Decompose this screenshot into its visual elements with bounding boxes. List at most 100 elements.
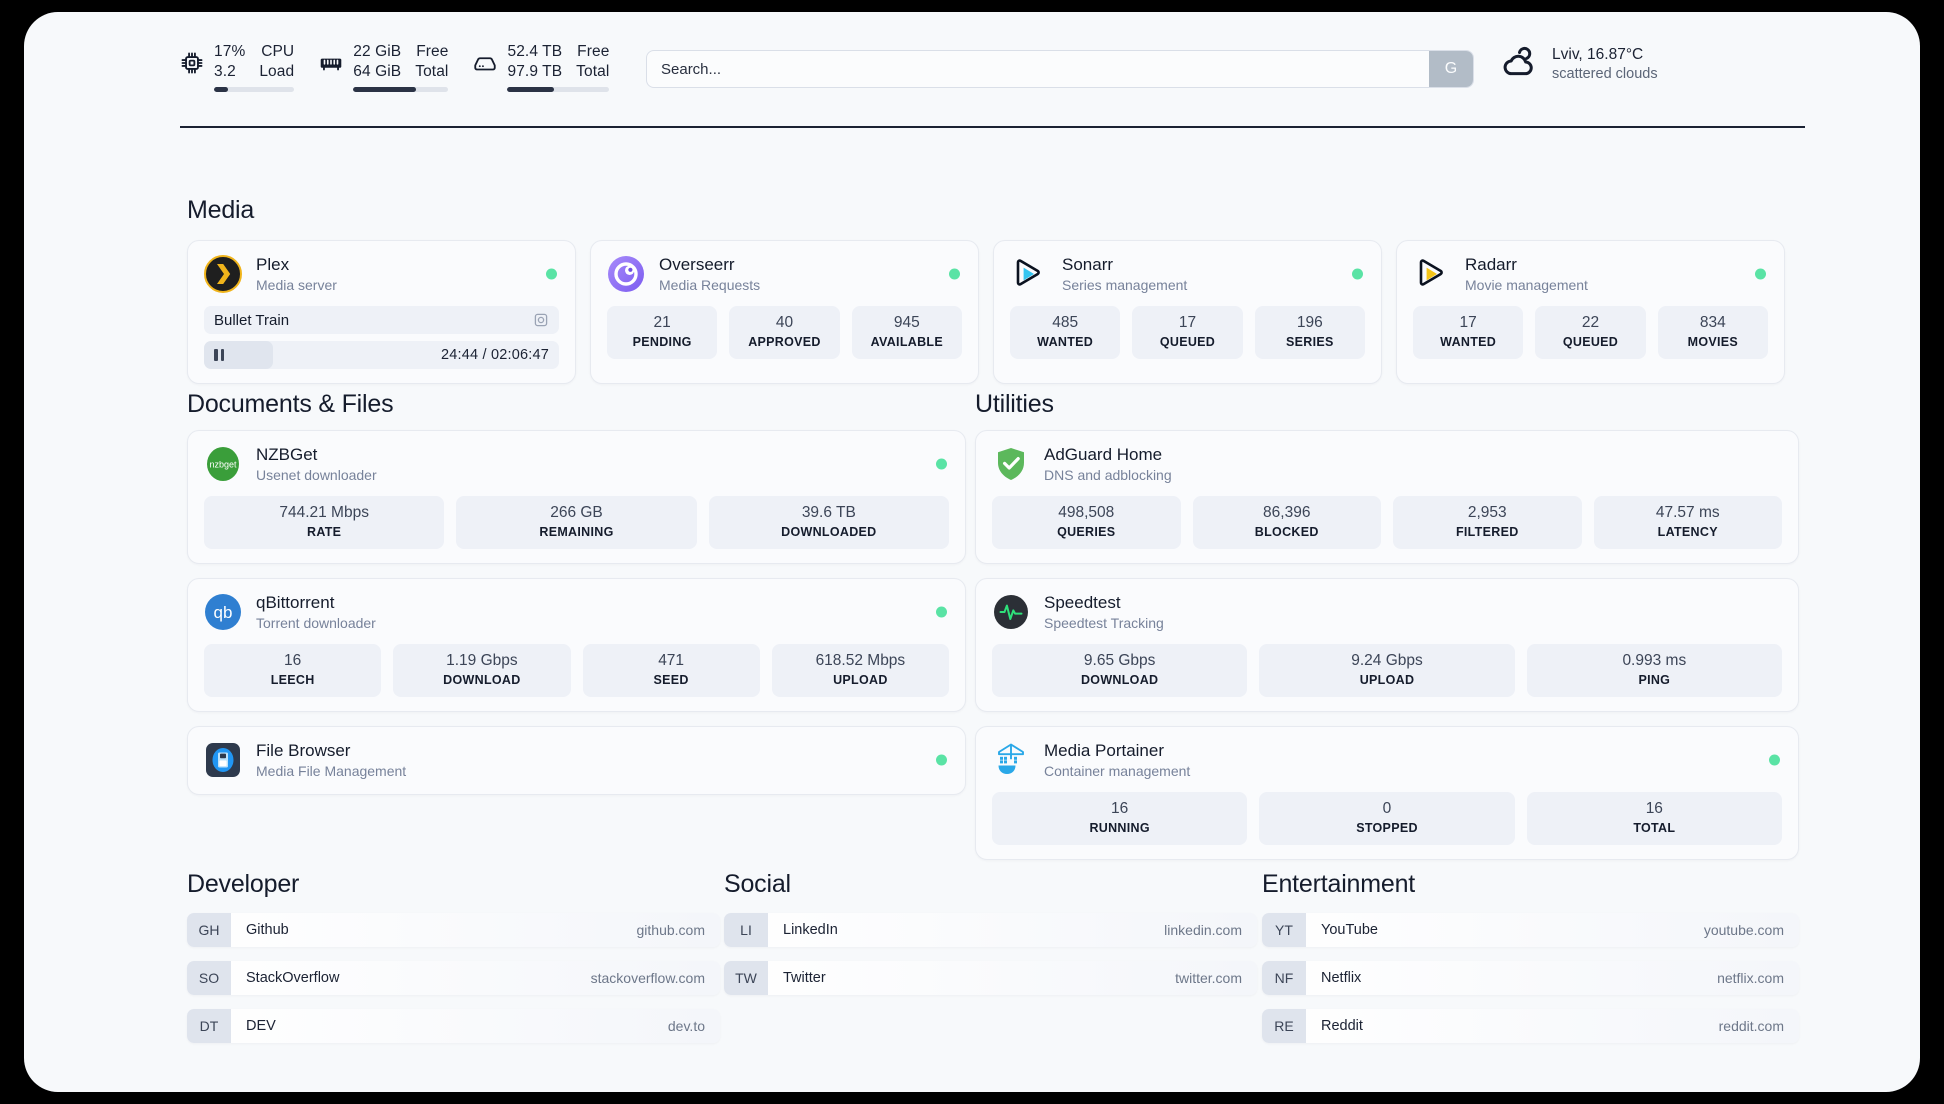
- status-badge: [1769, 754, 1780, 766]
- list-item[interactable]: NF Netflix netflix.com: [1262, 961, 1799, 995]
- bookmark-abbr: NF: [1262, 961, 1306, 995]
- utilities-column: AdGuard Home DNS and adblocking 498,508 …: [975, 430, 1799, 860]
- top-bar: 17% 3.2 CPU Load: [159, 30, 1799, 104]
- sonarr-icon: [1010, 255, 1048, 293]
- cpu-load-value: 3.2: [214, 63, 236, 80]
- memory-total-label: Total: [415, 63, 449, 80]
- bookmark-abbr: YT: [1262, 913, 1306, 947]
- stat-tile: 0 STOPPED: [1259, 792, 1515, 845]
- stat-value: 39.6 TB: [801, 504, 856, 521]
- radarr-icon: [1413, 255, 1451, 293]
- disk-total-label: Total: [576, 63, 610, 80]
- list-item[interactable]: LI LinkedIn linkedin.com: [724, 913, 1257, 947]
- stat-tiles: 485 WANTED 17 QUEUED 196 SERIES: [1010, 306, 1365, 359]
- stat-label: STOPPED: [1356, 821, 1418, 835]
- bookmark-url: youtube.com: [1703, 922, 1784, 938]
- stat-value: 834: [1699, 314, 1726, 331]
- service-subtitle: Series management: [1062, 277, 1188, 293]
- pause-icon[interactable]: [214, 349, 224, 361]
- plex-media-title: Bullet Train: [214, 311, 290, 329]
- cast-icon[interactable]: [533, 312, 549, 328]
- stat-tile: 16 TOTAL: [1526, 792, 1782, 845]
- stat-value: 22: [1581, 314, 1600, 331]
- stat-tile: 196 SERIES: [1254, 306, 1365, 359]
- service-card-qbittorrent[interactable]: qb qBittorrent Torrent downloader 16 LEE…: [187, 578, 966, 712]
- weather-description: scattered clouds: [1552, 66, 1658, 82]
- search-input[interactable]: [647, 51, 1429, 87]
- bookmark-abbr: TW: [724, 961, 768, 995]
- search-bar[interactable]: G: [646, 50, 1474, 88]
- stat-label: PING: [1638, 673, 1671, 687]
- list-item[interactable]: TW Twitter twitter.com: [724, 961, 1257, 995]
- stat-tiles: 17 WANTED 22 QUEUED 834 MOVIES: [1413, 306, 1768, 359]
- list-item[interactable]: SO StackOverflow stackoverflow.com: [187, 961, 720, 995]
- section-title-documents: Documents & Files: [187, 390, 394, 418]
- stat-label: QUERIES: [1057, 525, 1116, 539]
- service-card-plex[interactable]: Plex Media server Bullet Train 24:44 / 0…: [187, 240, 576, 384]
- service-card-nzbget[interactable]: nzbget NZBGet Usenet downloader 744.21 M…: [187, 430, 966, 564]
- memory-free-label: Free: [416, 43, 449, 60]
- status-badge: [936, 754, 947, 766]
- stat-label: LEECH: [270, 673, 315, 687]
- disk-free-label: Free: [577, 43, 610, 60]
- stat-memory: 22 GiB 64 GiB Free Total: [318, 42, 449, 92]
- service-card-sonarr[interactable]: Sonarr Series management 485 WANTED 17 Q…: [993, 240, 1382, 384]
- cloud-icon: [1499, 44, 1539, 84]
- plex-now-playing[interactable]: Bullet Train: [204, 306, 559, 334]
- cpu-usage-label: CPU: [261, 43, 295, 60]
- bookmark-url: github.com: [636, 922, 705, 938]
- service-card-overseerr[interactable]: Overseerr Media Requests 21 PENDING 40 A…: [590, 240, 979, 384]
- list-item[interactable]: GH Github github.com: [187, 913, 720, 947]
- card-header: File Browser Media File Management: [204, 740, 949, 780]
- bookmark-group-title: Entertainment: [1262, 870, 1416, 898]
- card-header: Overseerr Media Requests: [607, 254, 962, 294]
- stat-tile: 16 LEECH: [204, 644, 382, 697]
- service-card-filebrowser[interactable]: File Browser Media File Management: [187, 726, 966, 795]
- service-name: NZBGet: [256, 445, 318, 464]
- service-card-speedtest[interactable]: Speedtest Speedtest Tracking 9.65 Gbps D…: [975, 578, 1799, 712]
- stat-value: 2,953: [1467, 504, 1507, 521]
- stat-tiles: 16 RUNNING 0 STOPPED 16 TOTAL: [992, 792, 1782, 845]
- stat-tile: 9.24 Gbps UPLOAD: [1259, 644, 1515, 697]
- svg-text:nzbget: nzbget: [209, 460, 237, 470]
- bookmark-name: Twitter: [783, 970, 826, 986]
- stat-tile: 16 RUNNING: [992, 792, 1248, 845]
- plex-progress-bar[interactable]: 24:44 / 02:06:47: [204, 341, 559, 369]
- stat-tile: 945 AVAILABLE: [851, 306, 962, 359]
- stat-label: AVAILABLE: [870, 335, 943, 349]
- section-title-media: Media: [187, 196, 255, 224]
- stat-label: DOWNLOAD: [443, 673, 521, 687]
- list-item[interactable]: YT YouTube youtube.com: [1262, 913, 1799, 947]
- status-badge: [936, 458, 947, 470]
- service-card-portainer[interactable]: Media Portainer Container management 16 …: [975, 726, 1799, 860]
- google-icon[interactable]: G: [1429, 51, 1473, 87]
- stat-value: 17: [1178, 314, 1197, 331]
- weather-widget: Lviv, 16.87°C scattered clouds: [1499, 44, 1658, 84]
- stat-label: WANTED: [1037, 335, 1094, 349]
- memory-total-value: 64 GiB: [353, 63, 402, 80]
- list-item[interactable]: DT DEV dev.to: [187, 1009, 720, 1043]
- header-divider: [180, 126, 1805, 128]
- bookmark-url: reddit.com: [1718, 1018, 1784, 1034]
- stat-label: RUNNING: [1089, 821, 1150, 835]
- service-name: Sonarr: [1062, 255, 1114, 274]
- card-header: Radarr Movie management: [1413, 254, 1768, 294]
- list-item[interactable]: RE Reddit reddit.com: [1262, 1009, 1799, 1043]
- stat-tile: 17 QUEUED: [1132, 306, 1243, 359]
- service-name: Plex: [256, 255, 290, 274]
- disk-usage-bar: [507, 87, 610, 92]
- bookmark-abbr: SO: [187, 961, 231, 995]
- stat-label: FILTERED: [1455, 525, 1519, 539]
- bookmark-group-developer: Developer GH Github github.com SO StackO…: [187, 870, 720, 1057]
- stat-tile: 498,508 QUERIES: [992, 496, 1181, 549]
- service-card-adguard[interactable]: AdGuard Home DNS and adblocking 498,508 …: [975, 430, 1799, 564]
- stat-label: WANTED: [1440, 335, 1497, 349]
- service-card-radarr[interactable]: Radarr Movie management 17 WANTED 22 QUE…: [1396, 240, 1785, 384]
- stat-tile: 9.65 Gbps DOWNLOAD: [992, 644, 1248, 697]
- stat-value: 744.21 Mbps: [279, 504, 369, 521]
- bookmark-url: twitter.com: [1175, 970, 1242, 986]
- stat-label: BLOCKED: [1254, 525, 1319, 539]
- stat-value: 0.993 ms: [1622, 652, 1687, 669]
- bookmark-name: Reddit: [1321, 1018, 1363, 1034]
- bookmark-url: stackoverflow.com: [590, 970, 705, 986]
